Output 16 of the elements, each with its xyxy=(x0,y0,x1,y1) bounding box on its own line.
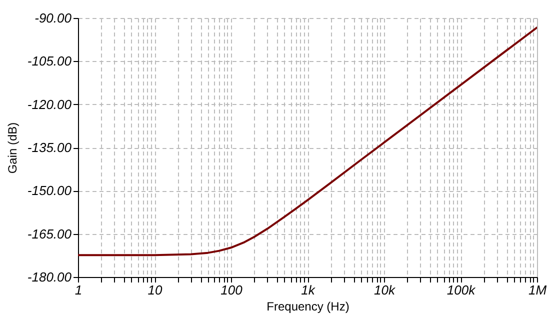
x-tick-label: 10 xyxy=(148,282,163,298)
x-axis-title: Frequency (Hz) xyxy=(266,300,350,314)
y-axis-title: Gain (dB) xyxy=(5,122,20,174)
y-tick-label: -120.00 xyxy=(27,96,72,112)
x-tick-label: 1M xyxy=(528,282,547,298)
x-tick-label: 10k xyxy=(374,282,396,298)
x-tick-label: 100 xyxy=(220,282,244,298)
y-tick-label: -180.00 xyxy=(27,270,72,284)
y-tick-label: -150.00 xyxy=(27,183,72,198)
y-tick-label: -90.00 xyxy=(34,10,72,26)
x-tick-label: 1k xyxy=(301,282,316,298)
x-tick-label: 100k xyxy=(446,282,477,298)
y-tick-label: -165.00 xyxy=(27,226,72,242)
x-tick-label: 1 xyxy=(74,282,82,298)
y-tick-label: -135.00 xyxy=(27,140,72,155)
y-tick-label: -105.00 xyxy=(27,54,72,69)
